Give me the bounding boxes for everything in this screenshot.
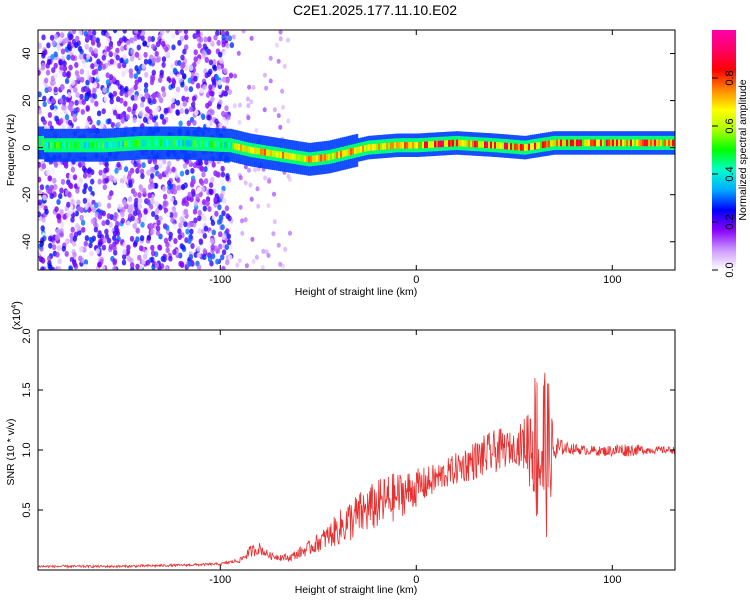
x-tick-label: 0 bbox=[413, 574, 419, 586]
snr-y-axis-label: SNR (10 * v/v) bbox=[5, 418, 17, 485]
colorbar-tick-label: 0.8 bbox=[724, 70, 736, 85]
spectrogram-band bbox=[38, 126, 675, 176]
colorbar-tick-label: 0.4 bbox=[724, 166, 736, 181]
y-tick-label: 0.5 bbox=[21, 502, 33, 517]
colorbar-label: Normalized spectral amplitude bbox=[737, 79, 749, 220]
spectrogram-x-ticks: -100 0 100 bbox=[209, 30, 621, 286]
spectrogram-heatmap bbox=[38, 30, 675, 270]
colorbar-tick-label: 0.6 bbox=[724, 118, 736, 133]
y-tick-label: 40 bbox=[21, 47, 33, 59]
x-tick-label: 0 bbox=[413, 274, 419, 286]
x-tick-label: -100 bbox=[209, 274, 231, 286]
spectrogram-x-axis-label: Height of straight line (km) bbox=[295, 286, 418, 298]
colorbar-tick-label: 0.0 bbox=[724, 262, 736, 277]
spectrogram-y-ticks: -40 -20 0 20 40 bbox=[21, 47, 675, 250]
snr-panel: -100 0 100 0.5 1.0 1.5 2.0 (x104) Height of s… bbox=[5, 301, 676, 596]
x-tick-label: 100 bbox=[603, 574, 621, 586]
y-tick-label: -20 bbox=[21, 187, 33, 203]
spectrogram-y-axis-label: Frequency (Hz) bbox=[5, 114, 17, 186]
snr-plot-area bbox=[38, 330, 675, 570]
spectrogram-noise bbox=[38, 30, 292, 270]
colorbar-gradient bbox=[712, 30, 736, 270]
y-tick-label: 0 bbox=[21, 145, 33, 151]
snr-y-ticks: 0.5 1.0 1.5 2.0 bbox=[21, 328, 675, 518]
snr-x-axis-label: Height of straight line (km) bbox=[295, 584, 418, 596]
figure-title: C2E1.2025.177.11.10.E02 bbox=[293, 2, 457, 18]
y-tick-label: 2.0 bbox=[21, 328, 33, 343]
colorbar-ticks: 0.0 0.2 0.4 0.6 0.8 bbox=[712, 70, 736, 278]
y-tick-label: -40 bbox=[21, 234, 33, 250]
snr-x-ticks: -100 0 100 bbox=[209, 330, 621, 586]
y-tick-label: 1.5 bbox=[21, 382, 33, 397]
snr-series-line bbox=[38, 372, 675, 569]
y-tick-label: 20 bbox=[21, 94, 33, 106]
spectrogram-panel: -100 0 100 -40 -20 0 20 40 Height of straight … bbox=[5, 29, 676, 298]
spectrogram-frame bbox=[37, 29, 676, 271]
colorbar: 0.0 0.2 0.4 0.6 0.8 Normalized spectral ampl… bbox=[712, 30, 749, 278]
x-tick-label: 100 bbox=[603, 274, 621, 286]
colorbar-tick-label: 0.2 bbox=[724, 214, 736, 229]
x-tick-label: -100 bbox=[209, 574, 231, 586]
snr-multiplier: (x104) bbox=[11, 301, 23, 330]
y-tick-label: 1.0 bbox=[21, 442, 33, 457]
